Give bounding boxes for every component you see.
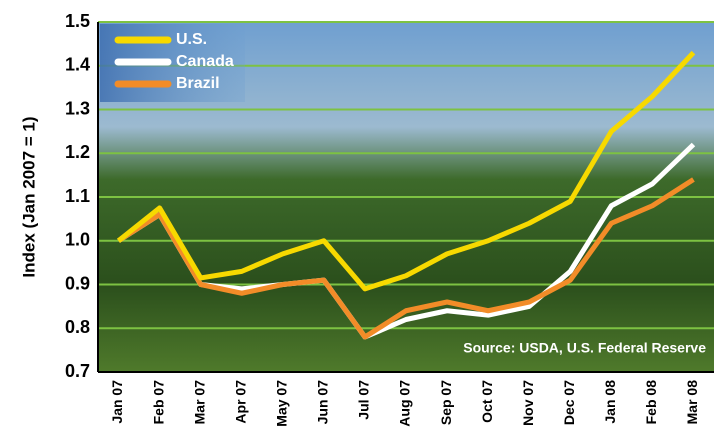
y-tick-label: 1.0 bbox=[65, 230, 90, 250]
x-tick-label: Dec 07 bbox=[561, 380, 577, 425]
y-tick-label: 1.2 bbox=[65, 142, 90, 162]
y-tick-label: 1.1 bbox=[65, 186, 90, 206]
source-annotation: Source: USDA, U.S. Federal Reserve bbox=[463, 340, 706, 356]
y-tick-label: 0.8 bbox=[65, 317, 90, 337]
x-tick-label: Feb 08 bbox=[643, 380, 659, 425]
legend-label: Canada bbox=[176, 53, 234, 70]
x-tick-label: Nov 07 bbox=[520, 380, 536, 426]
x-tick-label: Oct 07 bbox=[479, 380, 495, 423]
y-tick-label: 0.7 bbox=[65, 361, 90, 381]
x-tick-label: Aug 07 bbox=[397, 380, 413, 427]
x-tick-label: Jan 08 bbox=[602, 380, 618, 424]
x-tick-label: Mar 08 bbox=[684, 380, 700, 425]
x-tick-label: Apr 07 bbox=[232, 380, 248, 424]
legend-label: Brazil bbox=[176, 75, 220, 92]
x-tick-label: Jan 07 bbox=[109, 380, 125, 424]
x-tick-label: Jul 07 bbox=[356, 380, 372, 420]
x-tick-label: May 07 bbox=[274, 380, 290, 427]
y-tick-label: 1.3 bbox=[65, 98, 90, 118]
series-line bbox=[117, 177, 695, 340]
series-line bbox=[116, 50, 696, 292]
y-axis-label: Index (Jan 2007 = 1) bbox=[19, 116, 38, 277]
legend-label: U.S. bbox=[176, 31, 207, 48]
y-tick-label: 1.5 bbox=[65, 11, 90, 31]
x-tick-label: Mar 07 bbox=[191, 380, 207, 425]
y-tick-label: 1.4 bbox=[65, 55, 90, 75]
x-tick-label: Sep 07 bbox=[438, 380, 454, 425]
y-tick-label: 0.9 bbox=[65, 273, 90, 293]
x-tick-label: Jun 07 bbox=[315, 380, 331, 425]
x-tick-label: Feb 07 bbox=[150, 380, 166, 425]
